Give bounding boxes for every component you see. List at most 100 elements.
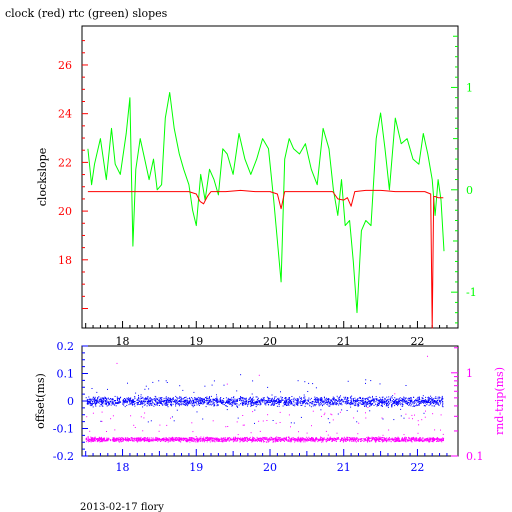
round-trip-point bbox=[207, 437, 209, 439]
round-trip-point bbox=[442, 438, 444, 440]
offset-point bbox=[155, 401, 157, 403]
offset-point bbox=[100, 420, 102, 422]
round-trip-point bbox=[118, 437, 120, 439]
round-trip-point bbox=[270, 438, 272, 440]
offset-point bbox=[393, 401, 395, 402]
offset-point bbox=[231, 405, 233, 407]
round-trip-point bbox=[212, 437, 214, 439]
offset-point bbox=[428, 398, 430, 400]
round-trip-point bbox=[176, 438, 178, 440]
offset-point bbox=[248, 400, 250, 402]
offset-point bbox=[216, 402, 218, 404]
round-trip-point bbox=[392, 438, 394, 440]
offset-point bbox=[300, 402, 302, 404]
offset-point bbox=[221, 402, 223, 404]
round-trip-point bbox=[197, 438, 199, 440]
round-trip-point bbox=[384, 439, 386, 441]
round-trip-point bbox=[236, 440, 238, 442]
round-trip-point bbox=[376, 440, 377, 442]
offset-point bbox=[421, 397, 423, 399]
offset-point bbox=[98, 402, 100, 404]
offset-point bbox=[334, 399, 336, 401]
offset-point bbox=[278, 403, 280, 405]
offset-point bbox=[239, 399, 240, 401]
round-trip-point bbox=[113, 438, 115, 440]
offset-point bbox=[268, 402, 270, 404]
offset-point bbox=[320, 401, 322, 403]
offset-point bbox=[144, 398, 146, 400]
offset-point bbox=[380, 400, 382, 402]
offset-point bbox=[364, 401, 366, 402]
offset-point bbox=[424, 405, 426, 407]
round-trip-point bbox=[378, 440, 380, 441]
round-trip-point bbox=[371, 437, 373, 439]
offset-point bbox=[391, 405, 393, 407]
offset-point bbox=[160, 397, 162, 399]
offset-point bbox=[136, 402, 138, 404]
offset-point bbox=[314, 396, 316, 398]
round-trip-point bbox=[217, 438, 219, 440]
round-trip-point bbox=[198, 439, 200, 441]
round-trip-point bbox=[440, 439, 442, 441]
round-trip-point bbox=[414, 439, 416, 441]
round-trip-point bbox=[193, 439, 195, 440]
round-trip-point bbox=[142, 439, 144, 441]
round-trip-point bbox=[261, 440, 262, 442]
round-trip-point bbox=[262, 440, 264, 441]
offset-point bbox=[389, 403, 391, 405]
round-trip-point bbox=[322, 441, 324, 443]
offset-point bbox=[203, 402, 205, 404]
offset-point bbox=[148, 388, 150, 390]
round-trip-point bbox=[397, 440, 399, 442]
offset-point bbox=[279, 402, 281, 403]
offset-point bbox=[419, 402, 421, 404]
round-trip-point bbox=[336, 437, 338, 439]
round-trip-point bbox=[197, 439, 199, 441]
offset-point bbox=[176, 397, 178, 399]
offset-point bbox=[278, 400, 280, 402]
offset-point bbox=[262, 399, 264, 401]
round-trip-point bbox=[92, 439, 94, 441]
offset-point bbox=[182, 398, 184, 400]
round-trip-point bbox=[256, 436, 258, 438]
offset-point bbox=[268, 398, 270, 400]
offset-point bbox=[92, 396, 94, 398]
round-trip-point bbox=[288, 414, 290, 416]
offset-point bbox=[122, 400, 124, 402]
offset-point bbox=[158, 397, 160, 399]
round-trip-point bbox=[386, 441, 388, 443]
round-trip-point bbox=[239, 439, 241, 441]
round-trip-point bbox=[440, 429, 441, 431]
round-trip-point bbox=[206, 441, 208, 443]
round-trip-point bbox=[212, 420, 214, 422]
round-trip-point bbox=[414, 440, 416, 442]
round-trip-point bbox=[278, 437, 280, 439]
offset-point bbox=[186, 405, 188, 407]
offset-point bbox=[293, 403, 295, 405]
offset-point bbox=[95, 400, 97, 402]
round-trip-point bbox=[226, 438, 228, 440]
round-trip-point bbox=[315, 437, 317, 439]
offset-point bbox=[376, 398, 378, 400]
round-trip-point bbox=[93, 440, 94, 442]
offset-point bbox=[361, 400, 363, 402]
offset-point bbox=[198, 400, 200, 402]
round-trip-point bbox=[251, 441, 253, 443]
round-trip-point bbox=[258, 374, 260, 376]
round-trip-point bbox=[209, 441, 211, 443]
round-trip-point bbox=[352, 438, 354, 440]
offset-point bbox=[396, 404, 397, 405]
offset-point bbox=[422, 399, 424, 401]
offset-point bbox=[106, 402, 108, 404]
round-trip-point bbox=[323, 439, 325, 441]
offset-point bbox=[314, 397, 316, 399]
offset-point bbox=[286, 399, 288, 401]
offset-point bbox=[355, 400, 357, 402]
offset-point bbox=[143, 404, 145, 406]
round-trip-point bbox=[411, 440, 413, 442]
offset-point bbox=[369, 401, 371, 403]
round-trip-point bbox=[367, 436, 369, 438]
round-trip-point bbox=[398, 440, 400, 442]
round-trip-point bbox=[441, 438, 443, 440]
round-trip-point bbox=[273, 440, 274, 442]
